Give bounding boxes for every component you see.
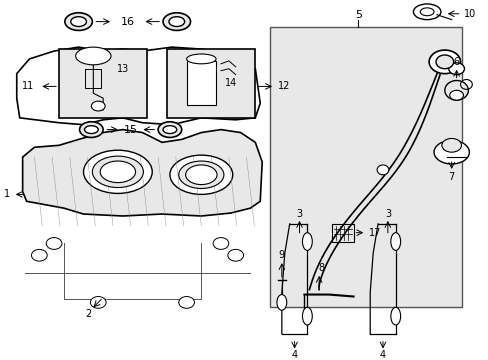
Text: 3: 3	[384, 209, 390, 219]
Ellipse shape	[158, 122, 182, 138]
Ellipse shape	[186, 54, 216, 64]
Ellipse shape	[390, 307, 400, 325]
Ellipse shape	[444, 81, 468, 100]
Ellipse shape	[179, 297, 194, 308]
Ellipse shape	[80, 122, 103, 138]
Ellipse shape	[441, 139, 461, 152]
Ellipse shape	[276, 294, 286, 310]
Ellipse shape	[71, 17, 86, 27]
Ellipse shape	[169, 155, 232, 194]
Ellipse shape	[163, 126, 177, 134]
Text: 14: 14	[224, 78, 236, 89]
Bar	[186, 61, 216, 105]
Text: 16: 16	[121, 17, 134, 27]
Ellipse shape	[227, 249, 243, 261]
Ellipse shape	[83, 150, 152, 193]
Bar	[269, 27, 461, 307]
Bar	[166, 49, 255, 118]
Polygon shape	[22, 130, 262, 216]
Text: 12: 12	[277, 81, 290, 91]
Ellipse shape	[91, 101, 105, 111]
Ellipse shape	[65, 13, 92, 31]
Text: 6: 6	[453, 57, 459, 67]
Text: 17: 17	[368, 228, 381, 238]
Ellipse shape	[100, 161, 135, 183]
Text: 15: 15	[123, 125, 137, 135]
Ellipse shape	[433, 140, 468, 164]
Ellipse shape	[90, 297, 106, 308]
Text: 7: 7	[447, 172, 454, 182]
Ellipse shape	[46, 238, 62, 249]
Text: 2: 2	[85, 309, 91, 319]
Text: 4: 4	[379, 350, 385, 360]
Ellipse shape	[31, 249, 47, 261]
Ellipse shape	[302, 307, 312, 325]
Polygon shape	[17, 47, 260, 125]
Text: 1: 1	[4, 189, 10, 199]
Text: 4: 4	[291, 350, 297, 360]
Ellipse shape	[213, 238, 228, 249]
Ellipse shape	[163, 13, 190, 31]
Text: 9: 9	[278, 250, 285, 260]
Bar	[59, 49, 147, 118]
Ellipse shape	[302, 233, 312, 250]
Ellipse shape	[428, 50, 460, 74]
Ellipse shape	[168, 17, 184, 27]
Ellipse shape	[76, 47, 111, 65]
Text: 10: 10	[463, 9, 475, 19]
Text: 5: 5	[354, 10, 361, 20]
Ellipse shape	[448, 63, 464, 75]
Ellipse shape	[179, 161, 224, 189]
Ellipse shape	[84, 126, 98, 134]
Ellipse shape	[390, 233, 400, 250]
Ellipse shape	[412, 4, 440, 20]
Text: 8: 8	[317, 263, 324, 273]
Text: 13: 13	[117, 64, 129, 74]
Ellipse shape	[185, 165, 217, 185]
Ellipse shape	[92, 156, 143, 188]
Ellipse shape	[435, 55, 453, 69]
Ellipse shape	[449, 90, 463, 100]
Bar	[331, 224, 353, 242]
Ellipse shape	[376, 165, 388, 175]
Text: 3: 3	[296, 209, 302, 219]
Text: 11: 11	[22, 81, 34, 91]
